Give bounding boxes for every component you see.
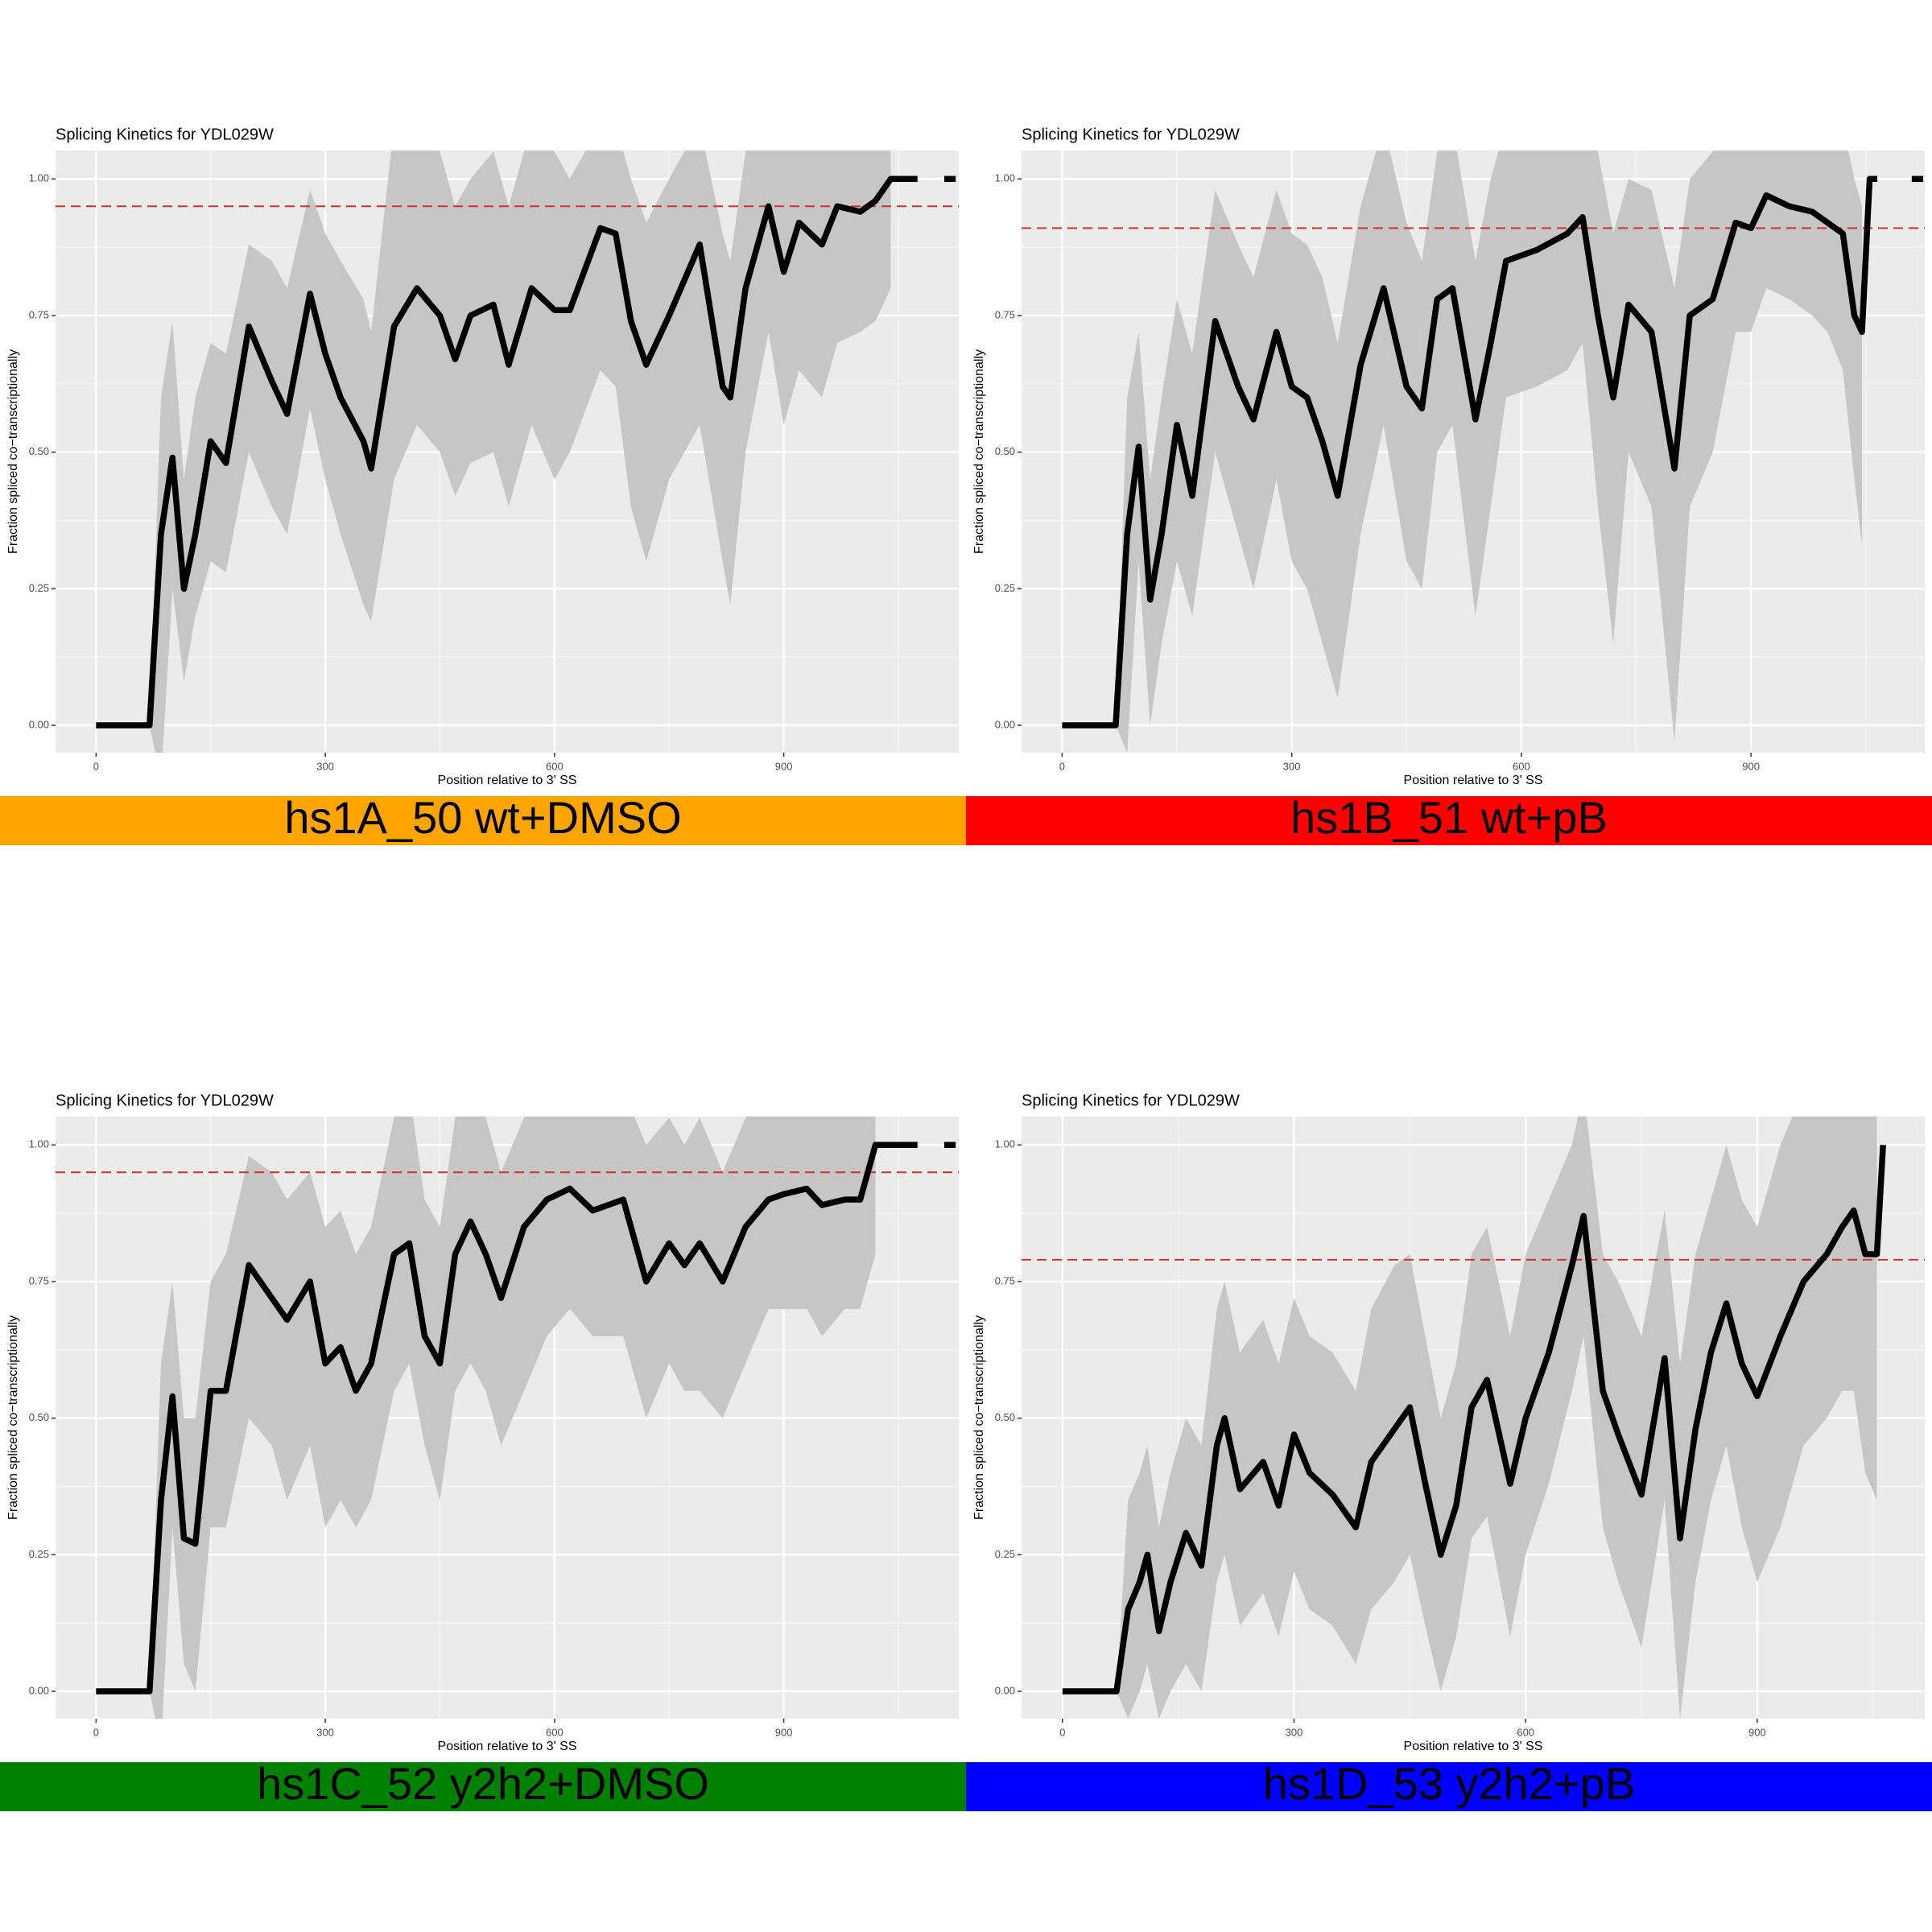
- data-line: [1062, 1145, 1886, 1695]
- y-axis-label: Fraction spliced co−transcriptionally: [6, 1315, 20, 1520]
- caption-bar: [0, 1762, 966, 1811]
- x-tick-label: 600: [1513, 760, 1530, 772]
- x-axis-label: Position relative to 3' SS: [438, 774, 577, 787]
- chart-title: Splicing Kinetics for YDL029W: [56, 126, 274, 143]
- y-tick-label: 1.00: [995, 172, 1015, 184]
- y-tick-label: 1.00: [29, 1138, 49, 1150]
- x-tick-label: 900: [775, 760, 793, 772]
- y-tick-label: 0.75: [995, 308, 1015, 320]
- x-tick-label: 900: [1748, 1726, 1766, 1738]
- chart-title: Splicing Kinetics for YDL029W: [1022, 126, 1240, 143]
- data-line: [1062, 175, 1878, 729]
- x-tick-label: 0: [93, 760, 99, 772]
- x-axis-label: Position relative to 3' SS: [1404, 1740, 1543, 1753]
- caption-bar: [966, 796, 1932, 845]
- caption: hs1C_52 y2h2+DMSO: [257, 1758, 709, 1809]
- chart-title: Splicing Kinetics for YDL029W: [1022, 1092, 1240, 1109]
- caption: hs1A_50 wt+DMSO: [284, 792, 681, 843]
- x-tick-label: 300: [316, 760, 334, 772]
- y-axis-label: Fraction spliced co−transcriptionally: [972, 1315, 986, 1520]
- caption-bar: [0, 796, 966, 845]
- x-tick-label: 600: [546, 760, 564, 772]
- y-tick-label: 0.25: [995, 582, 1015, 594]
- x-tick-label: 0: [93, 1726, 99, 1738]
- confidence-ribbon: [96, 1117, 876, 1719]
- y-tick-label: 0.25: [995, 1548, 1015, 1560]
- confidence-ribbon: [1062, 151, 1863, 753]
- caption-bar: [966, 1762, 1932, 1811]
- x-axis-label: Position relative to 3' SS: [1404, 774, 1543, 787]
- y-tick-label: 0.75: [29, 308, 49, 320]
- panel: 0 300 600 900 0.00 0.25 0.50 0.75 1.00 Splicing K…: [0, 1092, 966, 1811]
- plot-area: [1022, 151, 1925, 753]
- caption: hs1D_53 y2h2+pB: [1263, 1758, 1635, 1809]
- y-tick-label: 0.75: [29, 1274, 49, 1286]
- x-tick-label: 300: [1286, 1726, 1303, 1738]
- confidence-ribbon: [96, 151, 891, 753]
- plot-area: [56, 1117, 959, 1719]
- x-axis-label: Position relative to 3' SS: [438, 1740, 577, 1753]
- y-tick-label: 0.50: [995, 1411, 1015, 1423]
- y-axis-label: Fraction spliced co−transcriptionally: [6, 349, 20, 554]
- x-tick-label: 0: [1059, 760, 1065, 772]
- x-tick-label: 0: [1059, 1726, 1065, 1738]
- y-tick-label: 0.00: [995, 1684, 1015, 1696]
- y-tick-label: 0.25: [29, 1548, 49, 1560]
- x-tick-label: 600: [546, 1726, 564, 1738]
- x-tick-label: 900: [1742, 760, 1760, 772]
- y-tick-label: 0.75: [995, 1274, 1015, 1286]
- y-tick-label: 0.00: [995, 718, 1015, 730]
- y-tick-label: 1.00: [29, 172, 49, 184]
- caption: hs1B_51 wt+pB: [1290, 792, 1608, 843]
- data-line: [96, 1141, 918, 1695]
- plot-area: [1022, 1117, 1925, 1719]
- y-tick-label: 0.25: [29, 582, 49, 594]
- x-tick-label: 300: [1283, 760, 1301, 772]
- y-tick-label: 0.00: [29, 1684, 49, 1696]
- x-tick-label: 900: [775, 1726, 793, 1738]
- panel: 0 300 600 900 0.00 0.25 0.50 0.75 1.00 Splicing K…: [966, 1092, 1932, 1811]
- x-tick-label: 300: [316, 1726, 334, 1738]
- y-axis-label: Fraction spliced co−transcriptionally: [972, 349, 986, 554]
- panel: 0 300 600 900 0.00 0.25 0.50 0.75 1.00 Splicing K…: [966, 126, 1932, 845]
- y-tick-label: 0.50: [29, 445, 49, 457]
- y-tick-label: 0.50: [29, 1411, 49, 1423]
- x-tick-label: 600: [1517, 1726, 1534, 1738]
- y-tick-label: 0.00: [29, 718, 49, 730]
- panel: 0 300 600 900 0.00 0.25 0.50 0.75 1.00 Splicing K…: [0, 126, 966, 845]
- y-tick-label: 1.00: [995, 1138, 1015, 1150]
- data-line: [96, 175, 918, 729]
- y-tick-label: 0.50: [995, 445, 1015, 457]
- chart-title: Splicing Kinetics for YDL029W: [56, 1092, 274, 1109]
- plot-area: [56, 151, 959, 753]
